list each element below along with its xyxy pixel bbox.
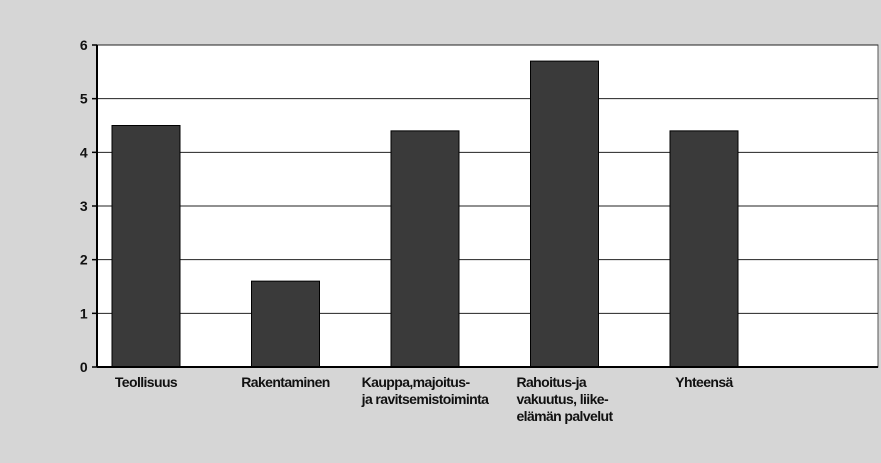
x-tick-label: Teollisuus: [115, 374, 178, 390]
x-tick-label-line: elämän palvelut: [516, 408, 613, 424]
x-tick-label: Rahoitus-ja vakuutus, liike-elämän palvel…: [516, 374, 613, 424]
y-tick-label: 3: [80, 198, 88, 214]
y-tick-label: 6: [80, 37, 88, 53]
x-tick-label-line: ja ravitsemistoiminta: [361, 391, 489, 407]
x-tick-label: Rakentaminen: [241, 374, 330, 390]
x-tick-label-line: Rahoitus-ja: [516, 374, 586, 390]
y-tick-label: 2: [80, 252, 88, 268]
bar: [530, 60, 599, 368]
bar: [390, 130, 460, 368]
x-tick-label-line: Kauppa,majoitus-: [362, 374, 471, 390]
bar: [669, 130, 739, 368]
x-tick-label-line: vakuutus, liike-: [516, 391, 608, 407]
y-tick-label: 1: [80, 305, 88, 321]
y-tick-label: 5: [80, 91, 88, 107]
x-tick-label-line: Yhteensä: [675, 374, 733, 390]
bar: [251, 280, 320, 368]
x-tick-label: Yhteensä: [675, 374, 733, 390]
x-tick-label: Kauppa,majoitus-ja ravitsemistoiminta: [361, 374, 489, 407]
x-tick-label-line: Teollisuus: [115, 374, 178, 390]
y-tick-label: 4: [80, 144, 88, 160]
x-tick-label-line: Rakentaminen: [241, 374, 330, 390]
bar: [111, 125, 181, 368]
y-tick-label: 0: [80, 359, 88, 375]
